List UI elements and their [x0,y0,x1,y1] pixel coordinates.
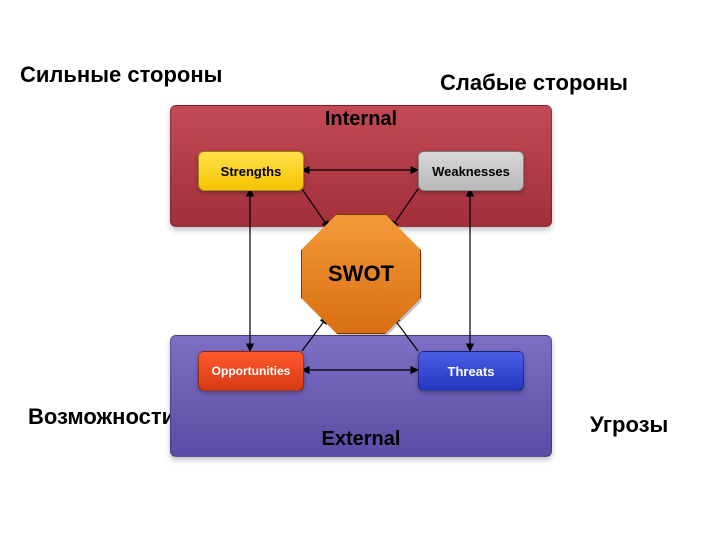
stage: Сильные стороны Слабые стороны Возможнос… [0,0,720,540]
ru-label-strengths: Сильные стороны [20,62,222,88]
panel-internal-title: Internal [171,108,551,131]
node-threats: Threats [418,351,524,391]
ru-label-weaknesses: Слабые стороны [440,70,628,96]
node-opportunities: Opportunities [198,351,304,391]
node-strengths-label: Strengths [221,164,282,179]
node-threats-label: Threats [448,364,495,379]
node-opportunities-label: Opportunities [212,364,291,378]
swot-diagram: Internal External SWOT Strengths Weaknes… [170,105,550,455]
ru-label-opportunities: Возможности [28,404,175,430]
swot-octagon: SWOT [301,214,421,334]
swot-octagon-label: SWOT [328,261,394,287]
node-weaknesses: Weaknesses [418,151,524,191]
panel-external-title: External [171,428,551,451]
ru-label-threats: Угрозы [590,412,668,438]
node-strengths: Strengths [198,151,304,191]
node-weaknesses-label: Weaknesses [432,164,510,179]
